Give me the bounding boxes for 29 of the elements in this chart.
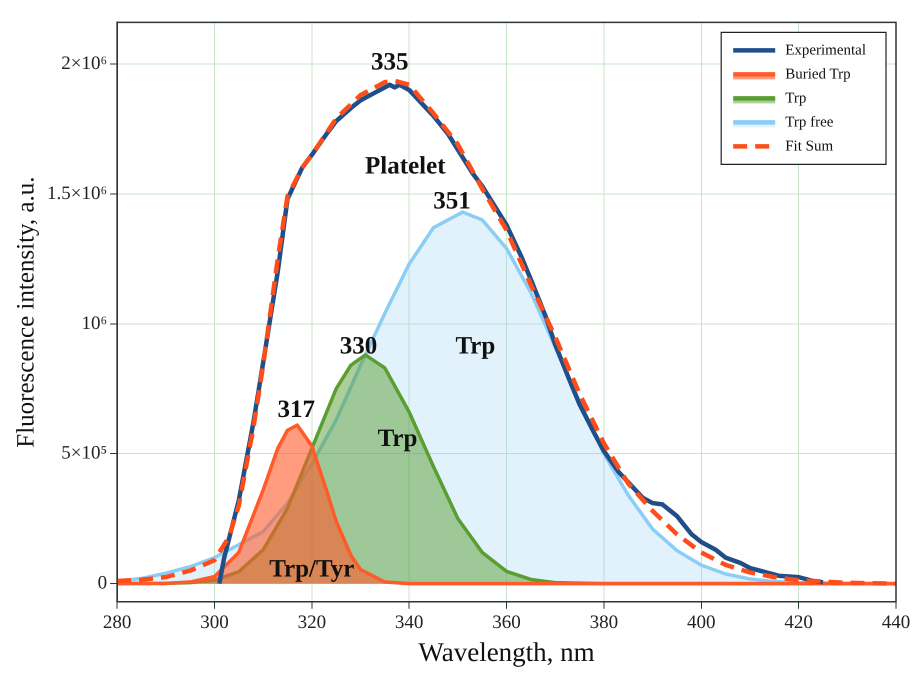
x-tick-label: 340 bbox=[394, 612, 424, 634]
legend-label: Trp bbox=[785, 90, 806, 106]
annotation: Trp bbox=[378, 425, 418, 452]
legend-label: Trp free bbox=[785, 114, 834, 130]
x-tick-label: 300 bbox=[200, 612, 229, 634]
x-tick-label: 440 bbox=[882, 612, 910, 634]
legend-label: Experimental bbox=[785, 42, 866, 58]
annotation: 351 bbox=[433, 187, 471, 214]
y-tick-label: 1.5×10⁶ bbox=[46, 182, 108, 204]
annotation: 335 bbox=[370, 48, 408, 76]
x-tick-label: 280 bbox=[102, 612, 132, 634]
x-tick-label: 380 bbox=[590, 612, 618, 634]
legend-label: Buried Trp bbox=[785, 66, 851, 82]
x-tick-label: 360 bbox=[492, 612, 521, 634]
x-tick-label: 320 bbox=[298, 612, 326, 634]
annotation: Platelet bbox=[365, 152, 446, 180]
annotation: 330 bbox=[340, 332, 378, 360]
y-axis-title: Fluorescence intensity, a.u. bbox=[12, 176, 40, 448]
x-tick-label: 400 bbox=[687, 612, 716, 634]
annotation: Trp bbox=[455, 332, 496, 360]
annotation: Trp/Tyr bbox=[269, 555, 354, 582]
x-tick-label: 420 bbox=[784, 612, 813, 634]
x-axis-title: Wavelength, nm bbox=[418, 636, 595, 667]
y-tick-label: 10⁶ bbox=[81, 312, 108, 334]
legend-label: Fit Sum bbox=[785, 138, 834, 154]
y-tick-label: 5×10⁵ bbox=[61, 442, 108, 464]
y-tick-label: 2×10⁶ bbox=[61, 52, 108, 74]
annotation: 317 bbox=[277, 396, 315, 424]
y-tick-label: 0 bbox=[98, 572, 108, 594]
